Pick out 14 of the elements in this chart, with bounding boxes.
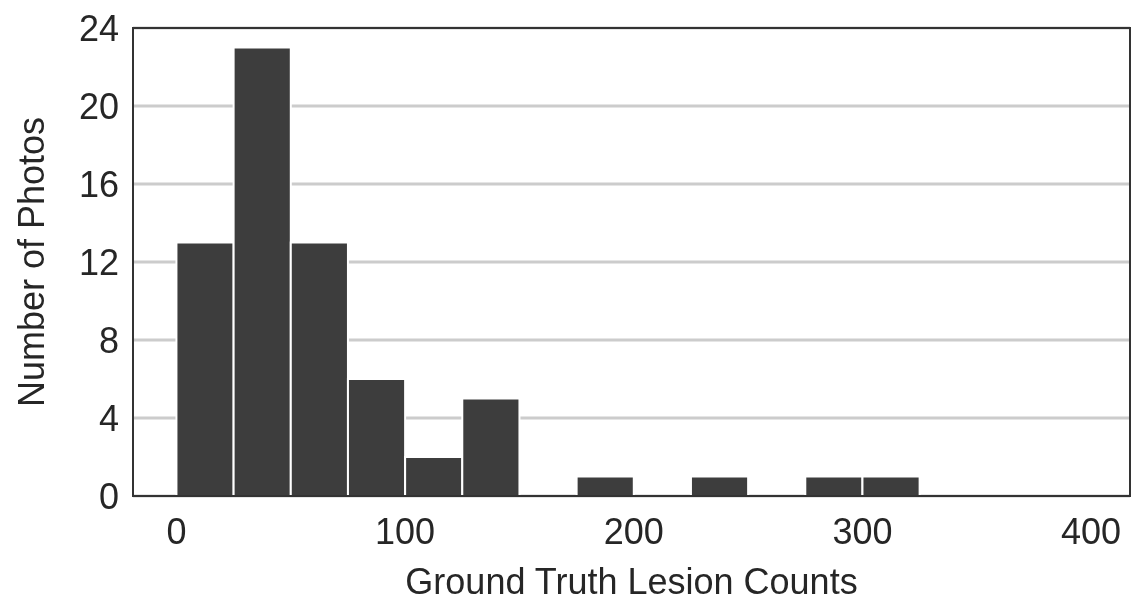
x-tick-label: 0	[166, 511, 187, 552]
x-tick-label: 400	[1061, 511, 1122, 552]
y-tick-label: 4	[98, 397, 119, 439]
y-tick-label: 0	[98, 475, 119, 517]
y-axis-title: Number of Photos	[11, 116, 52, 408]
x-axis-title: Ground Truth Lesion Counts	[405, 561, 858, 602]
y-tick-label: 8	[98, 319, 119, 361]
y-tick-label: 20	[78, 85, 119, 127]
x-tick-label: 200	[603, 511, 664, 552]
x-tick-label: 100	[375, 511, 436, 552]
y-tick-label: 12	[78, 241, 119, 283]
y-tick-label: 16	[78, 163, 119, 205]
x-tick-label: 300	[832, 511, 893, 552]
y-tick-label: 24	[78, 7, 119, 49]
